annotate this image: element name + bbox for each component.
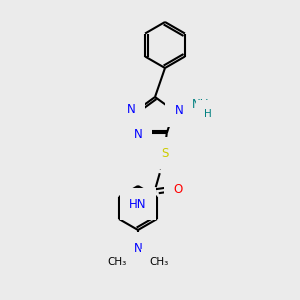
Text: N: N — [134, 128, 142, 141]
Text: H: H — [204, 109, 212, 119]
Text: S: S — [161, 147, 168, 160]
Text: CH₃: CH₃ — [107, 257, 127, 267]
Text: HN: HN — [129, 198, 146, 211]
Text: NH: NH — [192, 98, 210, 111]
Text: N: N — [134, 242, 142, 254]
Text: CH₃: CH₃ — [149, 257, 169, 267]
Text: N: N — [127, 103, 135, 116]
Text: O: O — [173, 183, 182, 196]
Text: N: N — [175, 104, 183, 117]
